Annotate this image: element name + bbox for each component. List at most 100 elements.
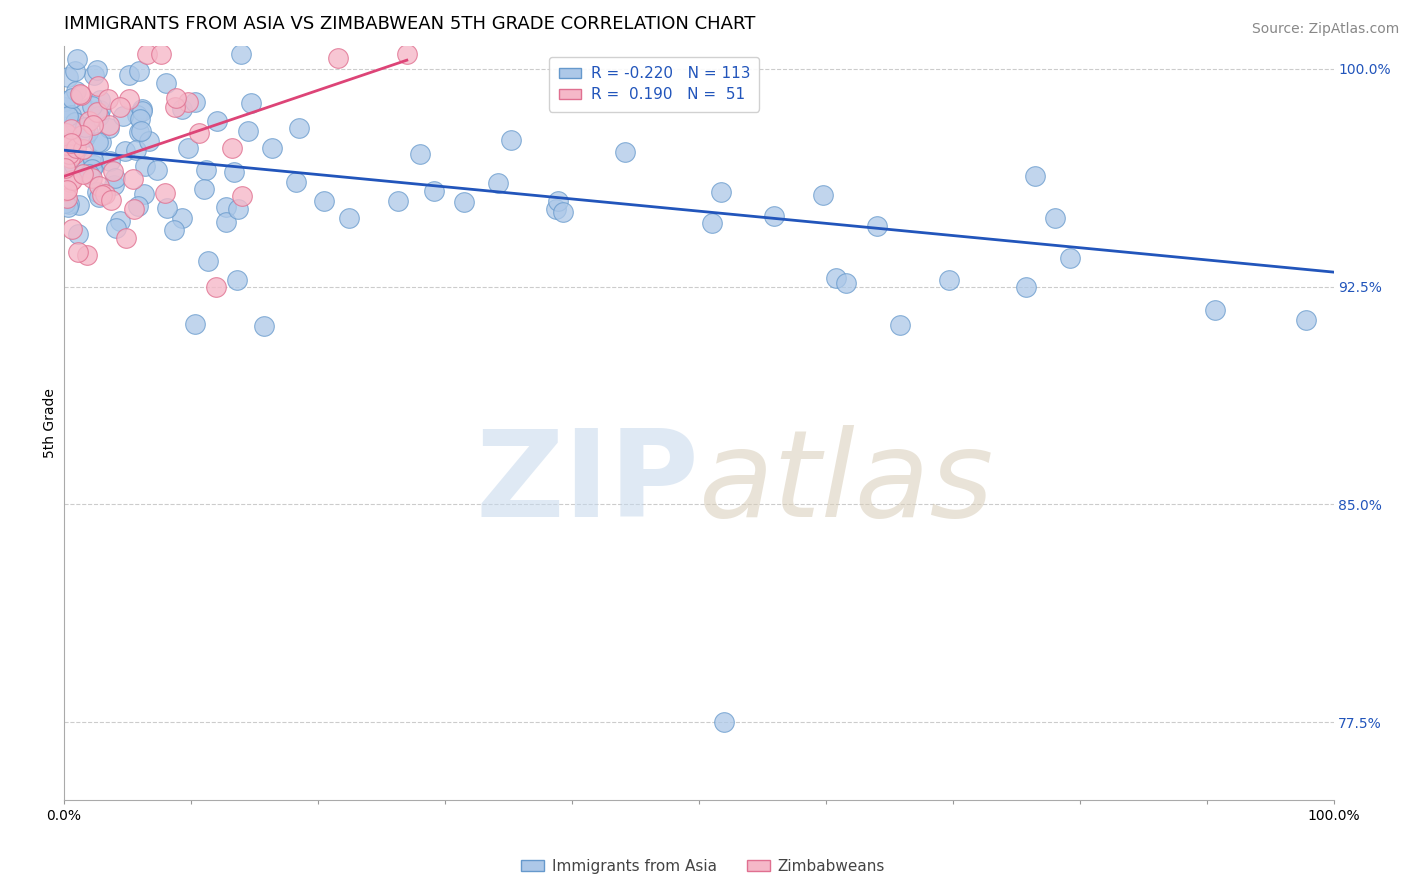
Point bbox=[112, 109, 135, 123]
Point bbox=[713, 714, 735, 729]
Point bbox=[66, 245, 89, 260]
Point bbox=[188, 126, 211, 140]
Point bbox=[546, 202, 568, 217]
Text: atlas: atlas bbox=[699, 425, 994, 542]
Point bbox=[70, 128, 93, 143]
Point bbox=[108, 213, 131, 227]
Point bbox=[825, 271, 848, 285]
Point bbox=[239, 96, 262, 111]
Point bbox=[127, 199, 149, 213]
Point bbox=[56, 109, 79, 123]
Point bbox=[155, 76, 177, 90]
Point bbox=[82, 119, 104, 133]
Point bbox=[132, 187, 155, 202]
Point bbox=[193, 182, 215, 196]
Point bbox=[1295, 312, 1317, 326]
Point bbox=[103, 178, 125, 192]
Point bbox=[66, 227, 89, 241]
Point bbox=[83, 69, 105, 83]
Point bbox=[194, 163, 217, 178]
Point bbox=[136, 47, 159, 62]
Point bbox=[63, 120, 86, 134]
Point bbox=[53, 161, 76, 175]
Point bbox=[229, 47, 252, 62]
Point bbox=[702, 216, 724, 230]
Point bbox=[1024, 169, 1046, 183]
Point bbox=[97, 92, 120, 106]
Point bbox=[69, 87, 91, 101]
Point bbox=[1059, 252, 1081, 266]
Point bbox=[486, 176, 509, 190]
Point bbox=[60, 222, 83, 236]
Point bbox=[98, 118, 121, 132]
Point bbox=[53, 185, 76, 199]
Point bbox=[53, 95, 76, 109]
Point bbox=[122, 202, 145, 216]
Point bbox=[77, 114, 100, 128]
Point bbox=[1043, 211, 1066, 226]
Point bbox=[128, 112, 150, 126]
Point bbox=[260, 140, 283, 154]
Point bbox=[98, 153, 121, 168]
Point bbox=[163, 222, 186, 236]
Point bbox=[197, 253, 219, 268]
Point bbox=[114, 144, 136, 158]
Point bbox=[422, 184, 444, 198]
Point bbox=[86, 136, 108, 150]
Point bbox=[547, 194, 569, 208]
Point bbox=[125, 143, 148, 157]
Point bbox=[59, 108, 82, 122]
Point bbox=[710, 185, 733, 199]
Point bbox=[177, 95, 200, 110]
Point bbox=[60, 91, 83, 105]
Text: ZIP: ZIP bbox=[475, 425, 699, 542]
Point bbox=[170, 103, 193, 117]
Point bbox=[86, 104, 108, 119]
Point bbox=[56, 138, 79, 153]
Point bbox=[221, 141, 243, 155]
Point bbox=[938, 273, 960, 287]
Point bbox=[75, 120, 97, 134]
Point bbox=[82, 153, 104, 167]
Point bbox=[156, 202, 179, 216]
Point bbox=[72, 142, 94, 156]
Point bbox=[108, 100, 131, 114]
Point bbox=[128, 64, 150, 78]
Point bbox=[153, 186, 176, 201]
Point bbox=[1204, 303, 1226, 318]
Point bbox=[67, 198, 90, 212]
Point bbox=[138, 134, 160, 148]
Point bbox=[80, 162, 103, 177]
Point bbox=[60, 173, 83, 187]
Y-axis label: 5th Grade: 5th Grade bbox=[44, 388, 58, 458]
Point bbox=[55, 183, 77, 197]
Point bbox=[226, 202, 249, 216]
Point bbox=[56, 200, 79, 214]
Point bbox=[72, 167, 94, 181]
Point bbox=[614, 145, 637, 160]
Point bbox=[75, 103, 97, 117]
Point bbox=[131, 103, 153, 118]
Point bbox=[65, 83, 87, 97]
Point bbox=[184, 95, 207, 110]
Point bbox=[77, 167, 100, 181]
Point bbox=[59, 136, 82, 150]
Point bbox=[763, 210, 786, 224]
Point bbox=[83, 158, 105, 172]
Point bbox=[326, 51, 349, 65]
Point bbox=[89, 94, 111, 108]
Point bbox=[87, 178, 110, 193]
Point bbox=[118, 92, 141, 106]
Point bbox=[55, 126, 77, 140]
Point bbox=[63, 63, 86, 78]
Point bbox=[284, 175, 307, 189]
Point bbox=[86, 79, 108, 94]
Point bbox=[165, 100, 187, 114]
Point bbox=[104, 171, 127, 186]
Point bbox=[165, 90, 187, 104]
Point bbox=[252, 318, 274, 333]
Point bbox=[103, 163, 125, 178]
Point bbox=[207, 114, 229, 128]
Text: Source: ZipAtlas.com: Source: ZipAtlas.com bbox=[1251, 22, 1399, 37]
Point bbox=[55, 162, 77, 177]
